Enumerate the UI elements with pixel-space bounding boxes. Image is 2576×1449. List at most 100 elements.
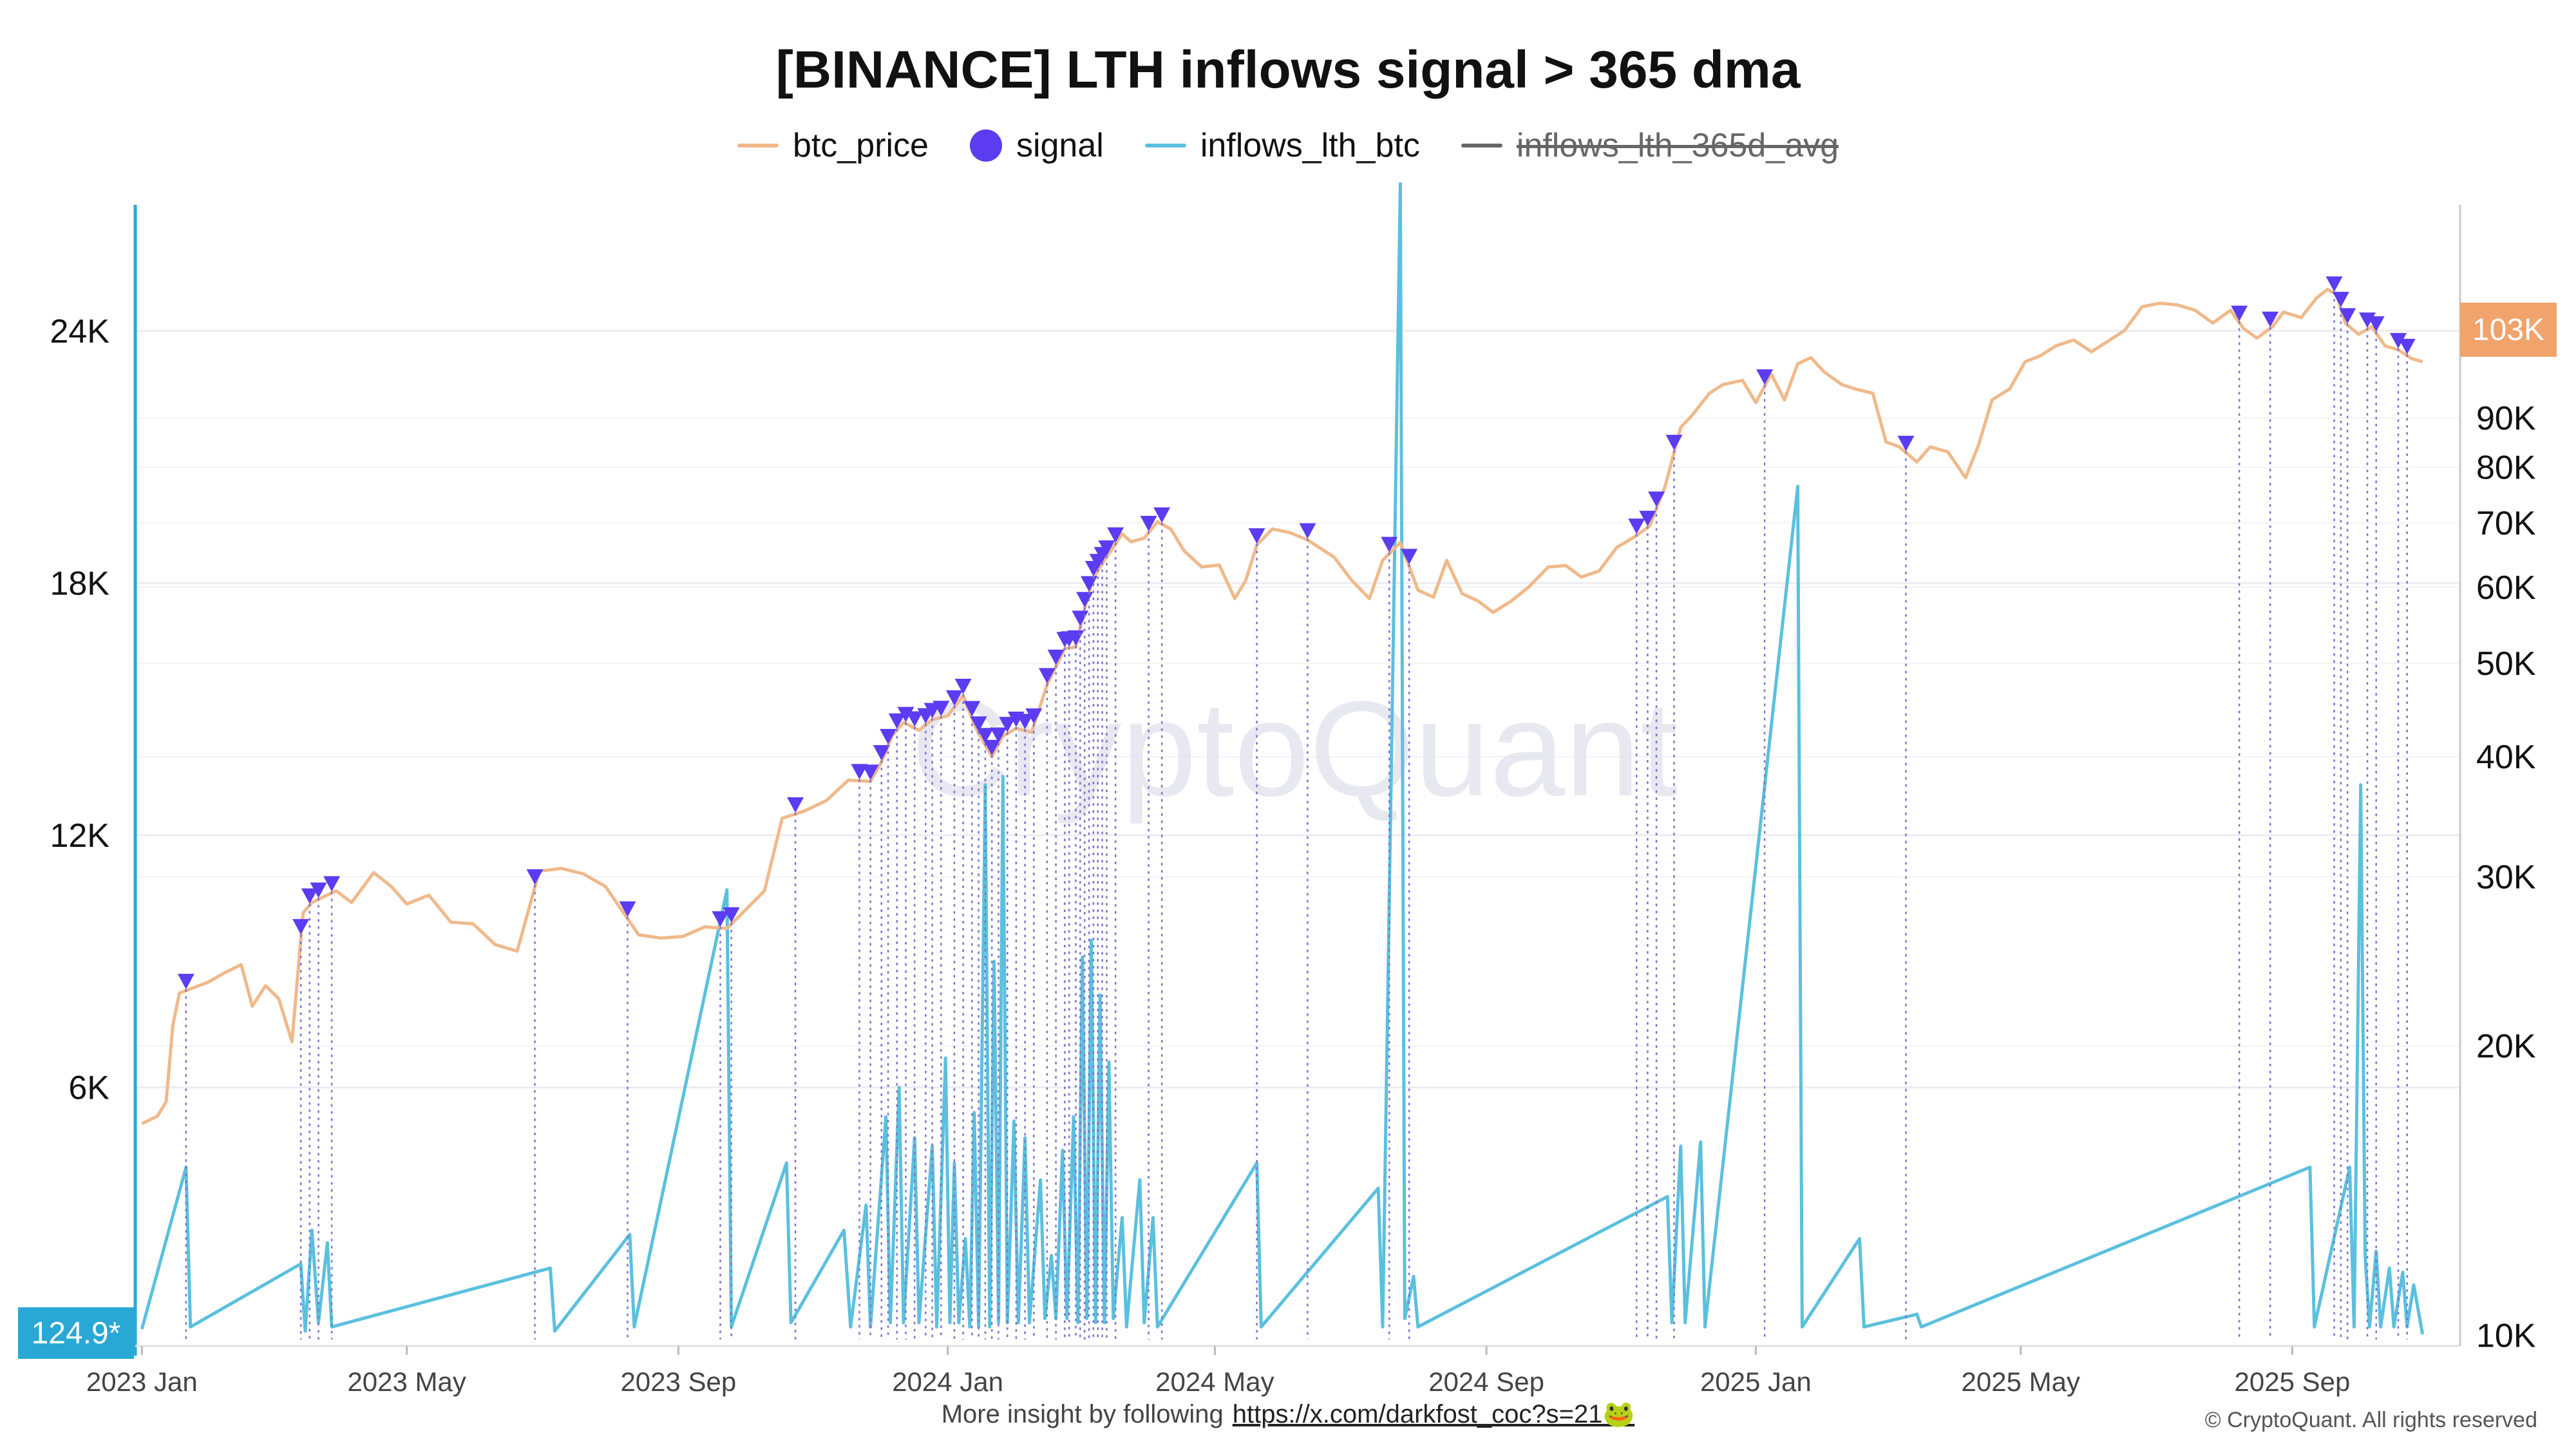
plot-area (140, 182, 2425, 1340)
legend-swatch-inflows-lth-365d-avg (1461, 144, 1502, 147)
right-tick-label: 30K (2476, 858, 2536, 896)
x-tick-label: 2023 May (347, 1367, 466, 1397)
copyright: © CryptoQuant. All rights reserved (2204, 1408, 2537, 1432)
x-tick-label: 2025 Jan (1700, 1367, 1812, 1397)
x-tick-label: 2025 May (1962, 1367, 2080, 1397)
signal-marker (1016, 714, 1034, 730)
signal-marker (177, 974, 194, 990)
right-tick-label: 10K (2476, 1317, 2536, 1354)
grid-lines (135, 330, 2460, 1088)
legend-label-inflows-lth-btc: inflows_lth_btc (1200, 127, 1420, 164)
signal-marker (2398, 339, 2416, 355)
watermark: CryptoQuant (911, 673, 1678, 824)
signal-marker (1076, 592, 1094, 608)
right-tick-label: 60K (2476, 569, 2536, 607)
signal-marker (1081, 576, 1098, 592)
signal-marker (1756, 369, 1774, 385)
signal-marker (999, 717, 1016, 733)
right-tick-label: 80K (2476, 449, 2536, 486)
signal-marker (1299, 523, 1316, 539)
signal-marker (897, 706, 914, 723)
signal-marker (2367, 316, 2385, 332)
inflows-lth-btc-line (140, 182, 2425, 1335)
signal-marker (1628, 518, 1645, 535)
signal-marker (1897, 435, 1915, 451)
legend: btc_price signal inflows_lth_btc inflows… (0, 126, 2576, 165)
left-current-badge (18, 1307, 134, 1359)
x-tick-label: 2025 Sep (2235, 1367, 2351, 1397)
signal-marker (906, 711, 923, 727)
legend-label-signal: signal (1016, 127, 1104, 164)
signal-marker (1140, 516, 1157, 532)
x-tick-label: 2024 May (1155, 1367, 1274, 1397)
right-current-label: 103K (2472, 313, 2544, 347)
signal-marker (983, 739, 1001, 755)
left-tick-label: 24K (50, 313, 109, 350)
footer-link[interactable]: https://x.com/darkfost_coc?s=21🐸 (1232, 1400, 1635, 1428)
right-tick-label: 50K (2476, 645, 2536, 683)
signal-marker (787, 797, 804, 813)
legend-swatch-btc-price (737, 144, 779, 147)
signal-marker (1401, 549, 1418, 565)
signal-marker (2231, 305, 2248, 321)
signal-marker (712, 911, 729, 927)
legend-item-signal[interactable]: signal (969, 126, 1104, 165)
signal-marker (2262, 311, 2279, 327)
signal-marker (963, 701, 981, 717)
axes: 6K 12K 18K 24K 124.9* 10K 20K 30K 40K 50K 60K 70K 80… (18, 205, 2557, 1397)
legend-item-inflows-lth-btc[interactable]: inflows_lth_btc (1144, 126, 1420, 165)
signal-marker (1038, 668, 1056, 684)
signal-marker (990, 727, 1007, 743)
signal-marker (619, 901, 636, 917)
signal-marker (970, 716, 987, 732)
footer-note: More insight by following https://x.com/d… (0, 1399, 2576, 1429)
footer-note-text: More insight by following (941, 1400, 1224, 1428)
signal-marker (323, 876, 341, 892)
legend-swatch-signal (969, 129, 1002, 162)
legend-label-btc-price: btc_price (792, 127, 929, 164)
right-tick-label: 20K (2476, 1028, 2536, 1065)
x-tick-label: 2024 Sep (1428, 1367, 1544, 1397)
left-tick-label: 18K (50, 565, 109, 602)
right-tick-label: 40K (2476, 739, 2536, 776)
signal-marker (945, 690, 963, 706)
signal-marker (2339, 308, 2356, 324)
signal-marker (1248, 528, 1265, 544)
signal-marker (310, 882, 327, 898)
left-current-label: 124.9* (32, 1316, 121, 1350)
signal-marker (1153, 507, 1171, 523)
left-tick-label: 12K (50, 817, 109, 855)
signal-marker (880, 728, 897, 744)
signal-marker (1648, 491, 1665, 507)
signal-marker (301, 888, 318, 904)
right-tick-label: 90K (2476, 400, 2536, 437)
signal-marker (1639, 511, 1656, 527)
right-tick-label: 70K (2476, 505, 2536, 542)
legend-item-btc-price[interactable]: btc_price (737, 126, 929, 165)
signal-marker (1665, 435, 1683, 451)
signal-marker (2390, 333, 2407, 349)
signal-marker (292, 919, 310, 935)
signal-marker (723, 907, 740, 923)
signal-marker (1072, 611, 1089, 627)
legend-label-inflows-lth-365d-avg: inflows_lth_365d_avg (1516, 127, 1839, 164)
right-current-badge (2460, 303, 2557, 357)
signal-marker (976, 728, 994, 744)
signal-marker (1107, 527, 1124, 543)
signal-marker (851, 764, 868, 780)
signal-marker (1381, 536, 1398, 553)
signal-marker (526, 869, 544, 885)
left-tick-label: 6K (68, 1069, 109, 1106)
x-tick-label: 2023 Sep (620, 1367, 736, 1397)
signal-marker (888, 713, 905, 729)
chart-title: [BINANCE] LTH inflows signal > 365 dma (775, 41, 1801, 99)
signal-marker (2332, 292, 2349, 308)
signal-marker (862, 764, 879, 781)
x-tick-label: 2024 Jan (892, 1367, 1003, 1397)
signal-marker (1025, 708, 1043, 724)
legend-item-inflows-lth-365d-avg[interactable]: inflows_lth_365d_avg (1461, 126, 1839, 165)
signal-marker (2325, 276, 2343, 292)
legend-swatch-inflows-lth-btc (1144, 144, 1186, 147)
x-tick-label: 2023 Jan (86, 1367, 198, 1397)
